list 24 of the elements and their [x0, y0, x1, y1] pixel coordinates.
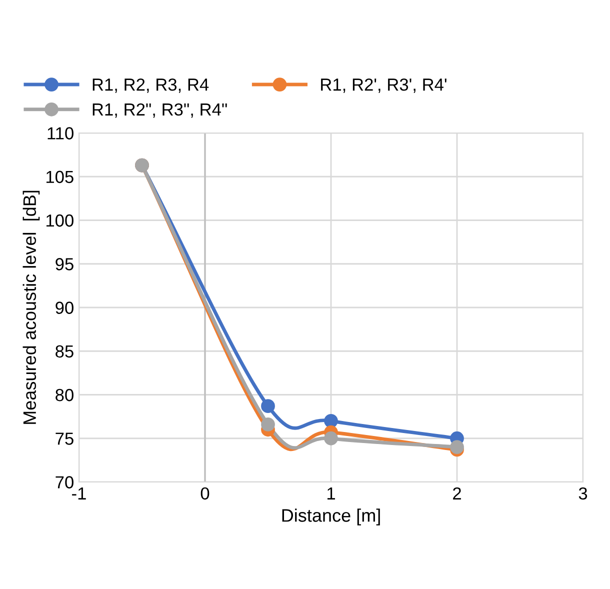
- x-axis-title: Distance [m]: [282, 508, 380, 526]
- x-tick-label: -1: [72, 488, 86, 500]
- x-tick-label: 3: [578, 487, 588, 500]
- x-tick-label: 1: [327, 488, 335, 500]
- point: [450, 440, 464, 454]
- point: [261, 399, 275, 414]
- legend-label: R1, R2, R3, R4: [92, 78, 209, 93]
- y-tick-label: 80: [56, 388, 74, 402]
- y-tick-label: 90: [56, 302, 74, 314]
- y-tick-label: 95: [56, 258, 74, 270]
- y-tick-label: 110: [48, 127, 74, 140]
- x-tick-label: 0: [200, 487, 210, 500]
- x-tick-label: 2: [453, 487, 461, 500]
- point: [324, 431, 338, 446]
- y-tick-label: 105: [46, 170, 74, 184]
- y-tick-label: 75: [56, 432, 74, 445]
- y-tick-label: 85: [56, 345, 74, 358]
- y-axis-title: Measured acoustic level [dB]: [22, 190, 40, 424]
- y-tick-label: 100: [46, 214, 74, 227]
- legend-label: R1, R2", R3", R4": [92, 103, 227, 118]
- point: [261, 417, 275, 432]
- legend-label: R1, R2', R3', R4': [321, 78, 446, 93]
- y-tick-label: 70: [56, 476, 74, 488]
- point: [324, 414, 338, 428]
